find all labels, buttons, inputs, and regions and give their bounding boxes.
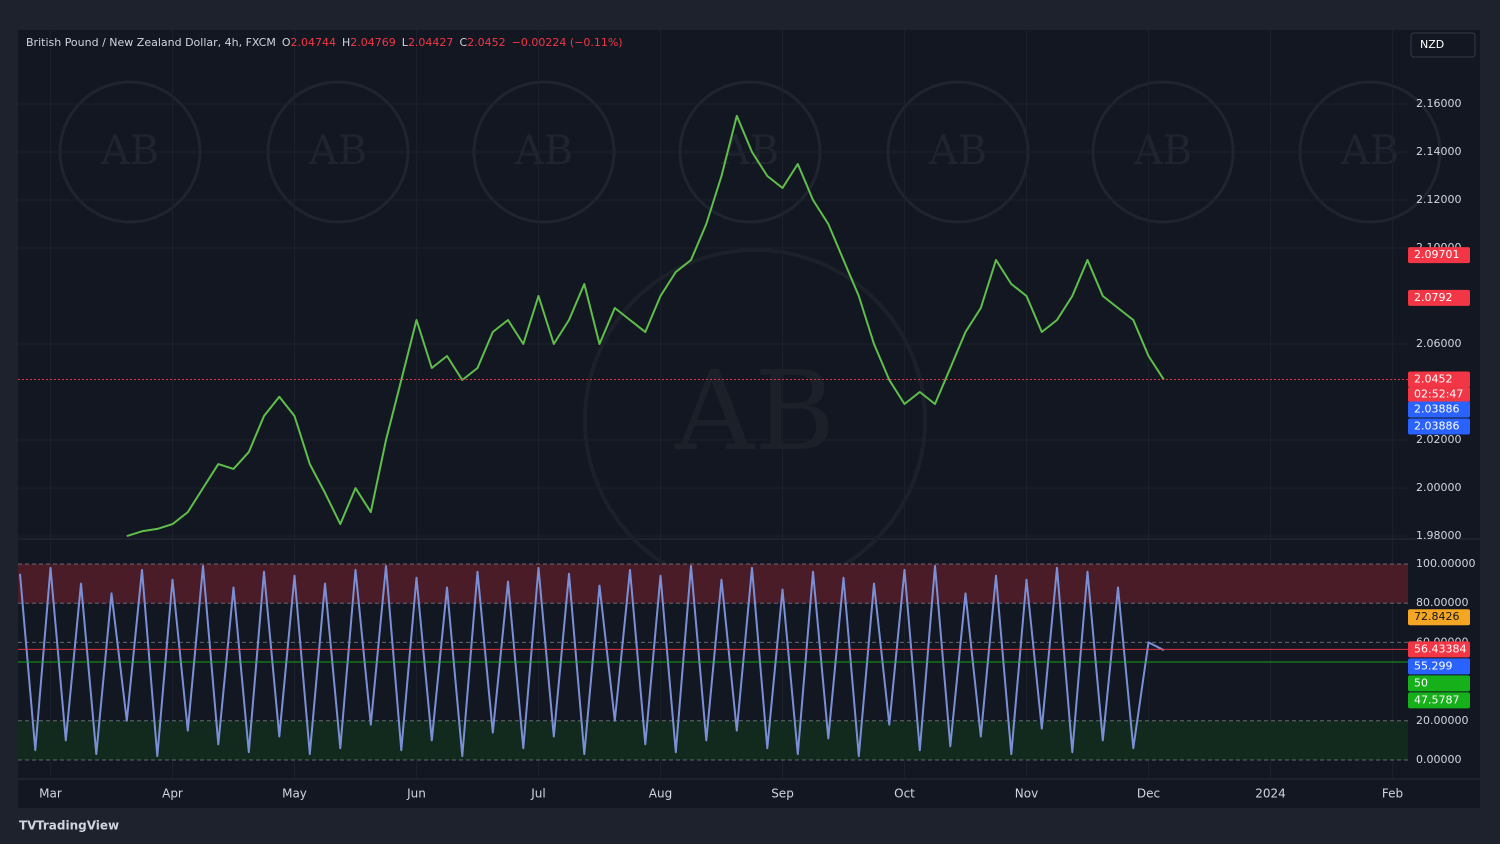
price-tag-label: 55.299 — [1414, 659, 1453, 672]
ohlc-key: O — [282, 36, 291, 49]
price-tag — [1408, 371, 1470, 388]
brand-logo: TV — [19, 819, 37, 833]
oscillator-pane — [18, 540, 1408, 778]
y-tick-label: 80.00000 — [1416, 596, 1469, 609]
zone-band — [18, 563, 1408, 604]
price-tag — [1408, 609, 1470, 626]
ohlc-key: C — [459, 36, 467, 49]
symbol-title: British Pound / New Zealand Dollar, 4h, … — [26, 36, 276, 49]
y-tick-label: 2.12000 — [1416, 193, 1462, 206]
x-tick-label: 2024 — [1255, 787, 1286, 801]
x-tick-label: Dec — [1137, 787, 1160, 801]
countdown-label: 02:52:47 — [1414, 388, 1463, 401]
ohlc-value: 2.04427 — [408, 36, 454, 49]
symbol-header: British Pound / New Zealand Dollar, 4h, … — [26, 36, 623, 49]
price-tag — [1408, 401, 1470, 418]
price-tag — [1408, 418, 1470, 435]
y-tick-label: 2.06000 — [1416, 337, 1462, 350]
price-tag-label: 72.8426 — [1414, 610, 1460, 623]
price-pane — [18, 30, 1408, 538]
series-line — [19, 565, 1165, 758]
axes: Mar Apr May Jun Jul Aug Sep Oct Nov Dec 2024 Feb 1.9… — [39, 97, 1475, 801]
x-tick-label: Feb — [1382, 787, 1403, 801]
price-tag-label: 47.5787 — [1414, 693, 1460, 706]
y-tick-label: 0.00000 — [1416, 753, 1462, 766]
currency-button[interactable] — [1410, 32, 1476, 58]
brand: TradingView — [36, 819, 119, 833]
price-tag-label: 2.0452 — [1414, 373, 1453, 386]
x-tick-label: May — [282, 787, 307, 801]
x-tick-label: Jul — [530, 787, 545, 801]
price-tag — [1408, 289, 1470, 306]
ohlc-value: 2.04744 — [291, 36, 337, 49]
currency-label[interactable]: NZD — [1420, 38, 1444, 51]
series-line — [126, 114, 1165, 538]
y-tick-label: 1.98000 — [1416, 529, 1462, 542]
price-tag-label: 56.43384 — [1414, 642, 1467, 655]
price-tag — [1408, 641, 1470, 658]
y-tick-label: 2.16000 — [1416, 97, 1462, 110]
watermark-text: AB — [514, 128, 573, 174]
y-tick-label: 2.02000 — [1416, 433, 1462, 446]
countdown-tag — [1408, 387, 1470, 402]
x-tick-label: Oct — [894, 787, 915, 801]
price-tag — [1408, 692, 1470, 709]
watermark-text: AB — [928, 128, 987, 174]
watermark-text: AB — [100, 128, 159, 174]
ohlc-key: L — [402, 36, 409, 49]
ohlc-key: H — [342, 36, 350, 49]
change: −0.00224 (−0.11%) — [512, 36, 623, 49]
price-tag — [1408, 675, 1470, 692]
x-tick-label: Apr — [162, 787, 183, 801]
watermark-text: AB — [1340, 128, 1399, 174]
watermark-text: AB — [674, 347, 835, 475]
price-tag-label: 2.03886 — [1414, 420, 1460, 433]
y-tick-label: 100.00000 — [1416, 557, 1476, 570]
zone-band — [18, 720, 1408, 761]
watermark-text: AB — [720, 128, 779, 174]
ohlc-value: 2.04769 — [350, 36, 396, 49]
x-tick-label: Nov — [1015, 787, 1038, 801]
x-tick-label: Sep — [771, 787, 794, 801]
watermark-text: AB — [1133, 128, 1192, 174]
y-tick-label: 2.00000 — [1416, 481, 1462, 494]
watermark-text: AB — [308, 128, 367, 174]
y-tick-label: 2.14000 — [1416, 145, 1462, 158]
x-tick-label: Aug — [649, 787, 672, 801]
price-tag-label: 2.0792 — [1414, 291, 1453, 304]
y-tick-label: 20.00000 — [1416, 714, 1469, 727]
ohlc-value: 2.0452 — [467, 36, 506, 49]
x-tick-label: Mar — [39, 787, 62, 801]
x-tick-label: Jun — [406, 787, 426, 801]
price-tag-label: 2.03886 — [1414, 403, 1460, 416]
price-tag — [1408, 658, 1470, 675]
price-tag-label: 2.09701 — [1414, 248, 1460, 261]
price-tag — [1408, 247, 1470, 264]
price-tag-label: 50 — [1414, 676, 1428, 689]
